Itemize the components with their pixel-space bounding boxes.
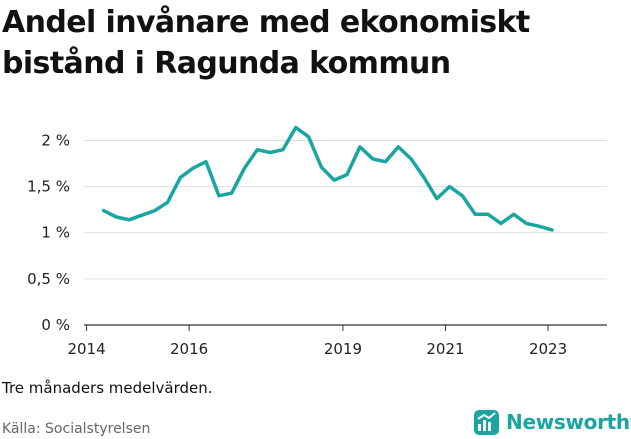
series-line xyxy=(101,125,554,232)
y-axis-labels: 0 % 0,5 % 1 % 1,5 % 2 % xyxy=(27,131,70,334)
newsworthy-logo[interactable]: Newsworthy xyxy=(474,407,631,437)
y-tick-label: 0 % xyxy=(41,316,70,334)
x-tick-label: 2021 xyxy=(426,340,464,358)
source-credit: Källa: Socialstyrelsen xyxy=(2,421,151,437)
grid-lines xyxy=(84,139,607,280)
newsworthy-logo-text: Newsworthy xyxy=(506,410,631,434)
y-tick-label: 0,5 % xyxy=(27,270,70,288)
y-tick-label: 1 % xyxy=(41,224,70,242)
x-tick-label: 2019 xyxy=(324,340,362,358)
x-tick-label: 2023 xyxy=(529,340,567,358)
y-tick-label: 2 % xyxy=(41,131,70,149)
newsworthy-logo-icon xyxy=(474,409,499,435)
line-chart: 0 % 0,5 % 1 % 1,5 % 2 % 2014 2016 2019 2021 2023 xyxy=(27,125,607,358)
y-tick-label: 1,5 % xyxy=(27,178,70,196)
x-tick-label: 2014 xyxy=(67,340,105,358)
series-layer xyxy=(101,125,554,232)
x-tick-label: 2016 xyxy=(170,340,208,358)
chart-title: Andel invånare med ekonomiskt bistånd i … xyxy=(2,5,530,81)
chart-note: Tre månaders medelvärden. xyxy=(2,379,213,397)
x-axis: 2014 2016 2019 2021 2023 xyxy=(67,324,607,358)
